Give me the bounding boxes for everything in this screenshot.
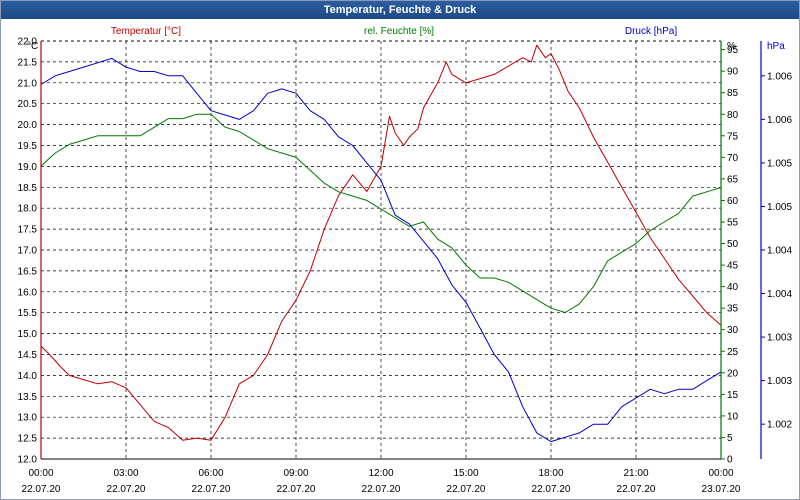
series-lines [40,44,722,443]
x-tick-time: 03:00 [113,468,138,479]
temperature-tick-label: 15.0 [18,329,38,340]
temperature-tick-label: 18.5 [18,183,38,194]
humidity-series-label: rel. Feuchte [%] [364,26,434,37]
humidity-tick-label: 90 [727,67,739,78]
temperature-tick-label: 12.5 [18,434,38,445]
temperature-tick-label: 12.0 [18,455,38,466]
humidity-tick-label: 60 [727,196,739,207]
x-tick-time: 12:00 [368,468,393,479]
x-tick-date: 22.07.20 [22,484,61,495]
humidity-tick-label: 10 [727,411,739,422]
temperature-tick-label: 19.5 [18,141,38,152]
pressure-tick-label: 1.002 [767,420,792,431]
pressure-tick-label: 1.006 [767,115,792,126]
temperature-tick-label: 22.0 [18,37,38,48]
x-tick-date: 22.07.20 [192,484,231,495]
x-tick-date: 22.07.20 [362,484,401,495]
x-tick-time: 00:00 [28,468,53,479]
temperature-series-label: Temperatur [°C] [111,26,181,37]
humidity-tick-label: 40 [727,282,739,293]
humidity-tick-label: 45 [727,261,739,272]
humidity-unit: % [727,41,736,52]
x-tick-date: 22.07.20 [532,484,571,495]
temperature-tick-label: 16.5 [18,266,38,277]
humidity-tick-label: 20 [727,368,739,379]
x-tick-time: 15:00 [453,468,478,479]
temperature-tick-label: 17.5 [18,225,38,236]
window-title: Temperatur, Feuchte & Druck [1,1,799,19]
humidity-tick-label: 80 [727,110,739,121]
x-tick-date: 22.07.20 [617,484,656,495]
humidity-tick-label: 55 [727,217,739,228]
humidity-tick-label: 25 [727,347,739,358]
temperature-tick-label: 13.5 [18,392,38,403]
temperature-tick-label: 20.0 [18,120,38,131]
temperature-tick-label: 17.0 [18,246,38,257]
pressure-tick-label: 1.004 [767,289,792,300]
pressure-series-line [40,57,722,443]
temperature-tick-label: 19.0 [18,162,38,173]
humidity-tick-label: 85 [727,88,739,99]
x-tick-time: 06:00 [198,468,223,479]
x-tick-date: 22.07.20 [447,484,486,495]
tick-labels: 12.0 12.5 13.0 13.5 14.0 14.5 15.0 15.5 16.0 16.5… [18,37,793,496]
temperature-unit: °C [27,41,38,52]
temperature-tick-label: 14.0 [18,371,38,382]
x-tick-date: 22.07.20 [107,484,146,495]
temperature-tick-label: 15.5 [18,308,38,319]
pressure-tick-label: 1.004 [767,246,792,257]
temperature-series-line [40,44,722,441]
x-tick-time: 18:00 [538,468,563,479]
humidity-series-line [40,113,722,313]
x-tick-time: 21:00 [623,468,648,479]
temperature-tick-label: 21.0 [18,78,38,89]
x-tick-time: 09:00 [283,468,308,479]
pressure-tick-label: 1.005 [767,158,792,169]
temperature-tick-label: 14.5 [18,350,38,361]
temperature-tick-label: 16.0 [18,287,38,298]
humidity-tick-label: 30 [727,325,739,336]
temperature-tick-label: 21.5 [18,57,38,68]
pressure-tick-label: 1.003 [767,376,792,387]
x-tick-time: 00:00 [708,468,733,479]
humidity-tick-label: 15 [727,390,739,401]
x-tick-date: 23.07.20 [702,484,741,495]
grid [40,40,722,460]
humidity-tick-label: 35 [727,304,739,315]
humidity-tick-label: 70 [727,153,739,164]
humidity-tick-label: 65 [727,174,739,185]
x-tick-date: 22.07.20 [277,484,316,495]
temperature-tick-label: 13.0 [18,413,38,424]
pressure-tick-label: 1.005 [767,202,792,213]
humidity-tick-label: 95 [727,45,739,56]
temperature-tick-label: 20.5 [18,99,38,110]
pressure-tick-label: 1.003 [767,333,792,344]
humidity-tick-label: 50 [727,239,739,250]
humidity-tick-label: 75 [727,131,739,142]
humidity-tick-label: 5 [727,433,733,444]
pressure-unit: hPa [767,41,785,52]
pressure-tick-label: 1.006 [767,71,792,82]
temperature-tick-label: 18.0 [18,204,38,215]
axis-labels: °C% hPa Temperatur [°C] rel. Feuchte [%] Dru… [27,26,785,52]
pressure-series-label: Druck [hPa] [625,26,677,37]
humidity-tick-label: 0 [727,455,733,466]
plot-frame [40,41,765,460]
